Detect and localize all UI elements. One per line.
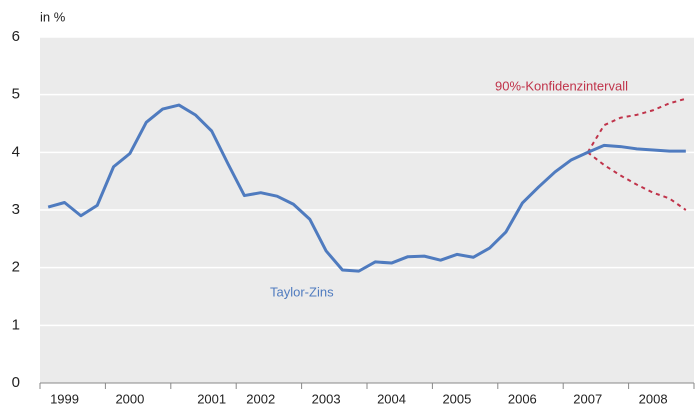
y-tick-label: 3	[12, 201, 20, 218]
y-tick-label: 5	[12, 86, 20, 103]
x-tick-label: 2000	[115, 391, 144, 406]
x-tick-label: 2006	[508, 391, 537, 406]
y-tick-label: 0	[12, 374, 20, 391]
series-label: Taylor-Zins	[270, 284, 334, 299]
x-tick-label: 2007	[573, 391, 602, 406]
y-tick-label: 6	[12, 28, 20, 45]
line	[47, 103, 686, 273]
y-tick-label: 1	[12, 316, 20, 333]
x-tick-label: 2004	[377, 391, 406, 406]
x-tick-label: 2002	[246, 391, 275, 406]
x-tick-label: 2008	[639, 391, 668, 406]
interval-lower	[587, 151, 687, 211]
x-tick-label: 1999	[50, 391, 79, 406]
x-tick-label: 2005	[442, 391, 471, 406]
y-unit-label: in %	[40, 9, 66, 24]
y-tick-label: 2	[12, 259, 20, 276]
x-tick-label: 2001	[197, 391, 226, 406]
interval-label: 90%-Konfidenzintervall	[495, 78, 628, 93]
y-tick-label: 4	[12, 143, 20, 160]
interval-upper	[586, 97, 687, 153]
x-tick-label: 2003	[312, 391, 341, 406]
